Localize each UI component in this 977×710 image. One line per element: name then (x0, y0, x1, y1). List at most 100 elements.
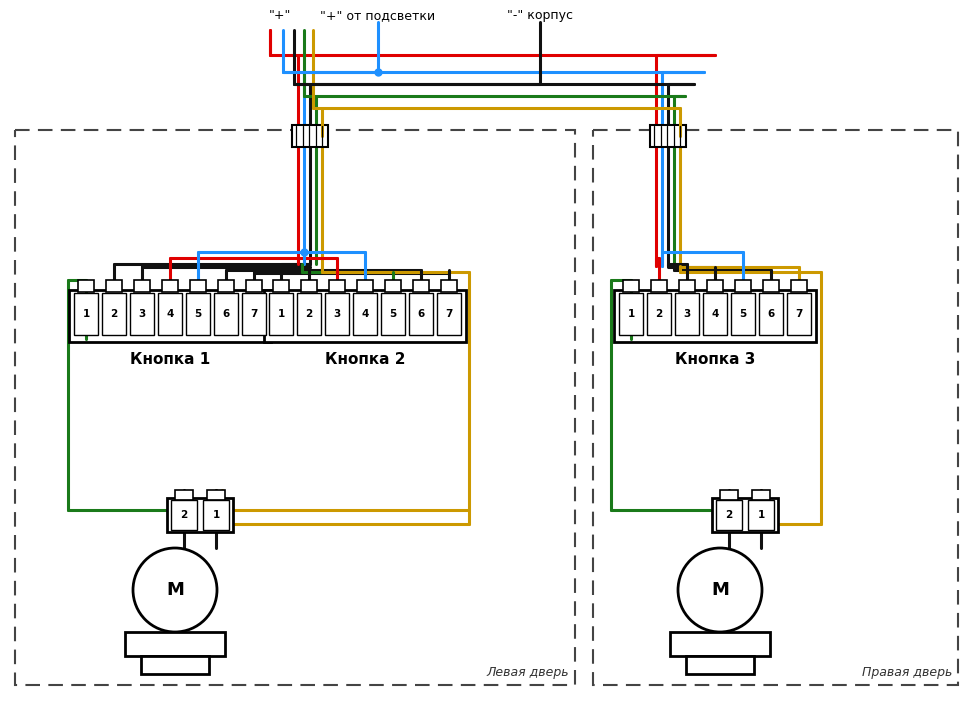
Bar (731, 293, 755, 335)
Text: "+": "+" (269, 9, 291, 22)
Text: М: М (711, 581, 729, 599)
Bar (409, 293, 433, 335)
Bar (707, 280, 723, 292)
Bar (703, 293, 727, 335)
Bar (162, 280, 178, 292)
Bar (246, 280, 262, 292)
Text: 5: 5 (194, 309, 201, 319)
Bar (329, 280, 345, 292)
Text: 4: 4 (166, 309, 174, 319)
Text: М: М (166, 581, 184, 599)
Circle shape (678, 548, 762, 632)
Bar (437, 293, 461, 335)
Text: 2: 2 (306, 309, 313, 319)
Bar (670, 632, 770, 656)
Bar (190, 280, 206, 292)
Text: 3: 3 (683, 309, 691, 319)
Bar (325, 293, 349, 335)
Bar (207, 490, 225, 500)
Bar (242, 293, 266, 335)
Bar (720, 490, 738, 500)
Bar (716, 500, 742, 530)
Bar (651, 280, 667, 292)
Bar (353, 293, 377, 335)
Bar (413, 280, 429, 292)
Bar (593, 130, 958, 685)
Bar (763, 280, 779, 292)
Bar (171, 500, 197, 530)
Bar (752, 490, 770, 500)
Text: 4: 4 (711, 309, 719, 319)
Text: 1: 1 (82, 309, 90, 319)
Bar (269, 293, 293, 335)
Text: 2: 2 (725, 510, 733, 520)
Bar (614, 290, 816, 342)
Bar (158, 293, 182, 335)
Bar (130, 293, 154, 335)
Text: 2: 2 (656, 309, 662, 319)
Bar (650, 125, 686, 147)
Text: 7: 7 (250, 309, 258, 319)
Text: 1: 1 (627, 309, 635, 319)
Circle shape (133, 548, 217, 632)
Text: 4: 4 (361, 309, 368, 319)
Bar (619, 293, 643, 335)
Bar (125, 632, 225, 656)
Bar (218, 280, 234, 292)
Text: "-" корпус: "-" корпус (507, 9, 573, 22)
Bar (441, 280, 457, 292)
Text: 1: 1 (757, 510, 765, 520)
Bar (385, 280, 401, 292)
Bar (106, 280, 122, 292)
Bar (301, 280, 317, 292)
Text: "+" от подсветки: "+" от подсветки (320, 9, 436, 22)
Bar (141, 656, 209, 674)
Bar (748, 500, 774, 530)
Text: 2: 2 (181, 510, 188, 520)
Bar (74, 293, 98, 335)
Text: 6: 6 (417, 309, 425, 319)
Bar (759, 293, 783, 335)
Text: 3: 3 (333, 309, 341, 319)
Text: Кнопка 3: Кнопка 3 (675, 352, 755, 367)
Text: 6: 6 (223, 309, 230, 319)
Bar (69, 290, 271, 342)
Bar (264, 290, 466, 342)
Bar (297, 293, 321, 335)
Bar (203, 500, 229, 530)
Bar (102, 293, 126, 335)
Text: Кнопка 1: Кнопка 1 (130, 352, 210, 367)
Bar (787, 293, 811, 335)
Bar (214, 293, 238, 335)
Bar (186, 293, 210, 335)
Text: 1: 1 (212, 510, 220, 520)
Bar (623, 280, 639, 292)
Bar (167, 498, 233, 532)
Text: 5: 5 (390, 309, 397, 319)
Bar (292, 125, 328, 147)
Bar (686, 656, 754, 674)
Bar (134, 280, 150, 292)
Bar (675, 293, 699, 335)
Text: Кнопка 2: Кнопка 2 (324, 352, 405, 367)
Text: 3: 3 (139, 309, 146, 319)
Bar (679, 280, 695, 292)
Bar (78, 280, 94, 292)
Text: Правая дверь: Правая дверь (862, 666, 952, 679)
Text: 2: 2 (110, 309, 117, 319)
Text: 1: 1 (277, 309, 284, 319)
Bar (381, 293, 405, 335)
Bar (175, 490, 193, 500)
Bar (735, 280, 751, 292)
Text: 5: 5 (740, 309, 746, 319)
Text: 7: 7 (795, 309, 803, 319)
Bar (357, 280, 373, 292)
Bar (647, 293, 671, 335)
Bar (712, 498, 778, 532)
Text: 6: 6 (767, 309, 775, 319)
Bar (273, 280, 289, 292)
Text: 7: 7 (446, 309, 452, 319)
Text: Левая дверь: Левая дверь (487, 666, 569, 679)
Bar (791, 280, 807, 292)
Bar (15, 130, 575, 685)
